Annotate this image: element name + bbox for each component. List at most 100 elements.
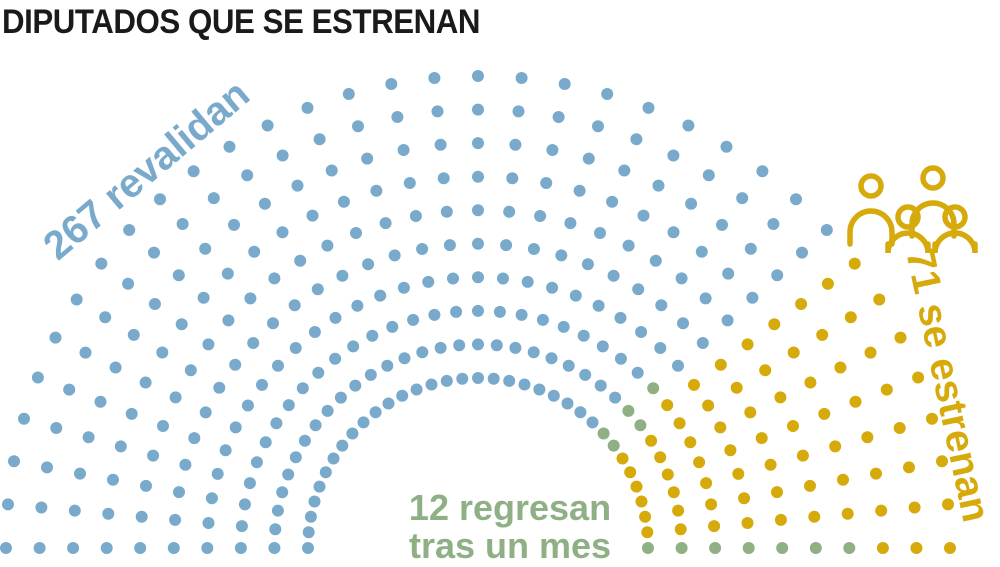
- seat-estrenan: [876, 542, 889, 554]
- seat-revalidan: [109, 361, 122, 374]
- seat-revalidan: [540, 177, 553, 189]
- seat-regresan: [809, 542, 822, 554]
- seat-revalidan: [472, 338, 484, 351]
- seat-revalidan: [512, 105, 525, 118]
- seat-revalidan: [334, 391, 347, 404]
- seat-estrenan: [714, 358, 727, 371]
- seat-revalidan: [391, 111, 404, 123]
- seat-revalidan: [49, 331, 62, 344]
- seat-estrenan: [641, 526, 654, 539]
- seat-estrenan: [744, 406, 757, 419]
- seat-revalidan: [716, 218, 728, 231]
- seat-revalidan: [534, 210, 547, 222]
- seat-revalidan: [184, 364, 197, 377]
- seat-estrenan: [903, 461, 915, 474]
- seat-revalidan: [229, 358, 242, 371]
- seat-revalidan: [99, 311, 112, 324]
- seat-estrenan: [834, 361, 847, 374]
- seat-revalidan: [167, 542, 180, 554]
- seat-revalidan: [302, 526, 315, 539]
- seat-estrenan: [808, 510, 821, 523]
- seat-revalidan: [654, 342, 667, 354]
- seat-revalidan: [555, 249, 568, 262]
- seat-revalidan: [450, 305, 463, 318]
- seat-revalidan: [123, 224, 136, 236]
- seat-regresan: [709, 542, 722, 554]
- seat-revalidan: [369, 406, 382, 419]
- seat-revalidan: [607, 269, 620, 282]
- seat-revalidan: [736, 192, 749, 205]
- seat-revalidan: [140, 479, 152, 492]
- seat-revalidan: [675, 272, 688, 285]
- seat-estrenan: [829, 440, 842, 453]
- seat-revalidan: [431, 105, 444, 118]
- seat-estrenan: [880, 383, 893, 396]
- seat-revalidan: [416, 346, 429, 359]
- seat-estrenan: [875, 504, 888, 517]
- seat-revalidan: [70, 293, 83, 306]
- seat-revalidan: [561, 397, 574, 410]
- seat-revalidan: [187, 165, 200, 178]
- seat-revalidan: [437, 172, 450, 185]
- seat-revalidan: [382, 397, 395, 410]
- seat-revalidan: [125, 407, 138, 420]
- seat-estrenan: [816, 328, 829, 341]
- seat-revalidan: [35, 501, 48, 514]
- seat-revalidan: [259, 436, 272, 449]
- seat-estrenan: [688, 378, 700, 391]
- seat-revalidan: [527, 243, 540, 255]
- seat-revalidan: [336, 439, 349, 452]
- seat-revalidan: [147, 449, 160, 462]
- seat-revalidan: [453, 339, 466, 352]
- seat-estrenan: [774, 391, 787, 404]
- seat-revalidan: [261, 119, 274, 132]
- seat-estrenan: [630, 480, 643, 493]
- seat-revalidan: [276, 149, 289, 162]
- seat-revalidan: [472, 372, 484, 384]
- seat-revalidan: [579, 368, 592, 381]
- label-revalidan: 267 revalidan: [35, 72, 257, 269]
- seat-regresan: [647, 382, 660, 395]
- seat-revalidan: [362, 258, 375, 271]
- seat-revalidan: [301, 101, 314, 114]
- seat-revalidan: [637, 209, 650, 222]
- seat-revalidan: [154, 193, 166, 206]
- seat-estrenan: [942, 498, 954, 511]
- seat-revalidan: [102, 507, 115, 520]
- seat-revalidan: [127, 328, 140, 341]
- seat-estrenan: [936, 455, 948, 468]
- seat-revalidan: [667, 149, 680, 162]
- seat-revalidan: [79, 346, 92, 359]
- seat-estrenan: [654, 451, 667, 464]
- chart-title: DIPUTADOS QUE SE ESTRENAN: [2, 3, 481, 41]
- seat-revalidan: [609, 391, 622, 404]
- seat-estrenan: [796, 449, 809, 462]
- seat-revalidan: [222, 314, 235, 327]
- seat-revalidan: [256, 378, 268, 391]
- seat-estrenan: [684, 436, 697, 449]
- seat-estrenan: [844, 311, 857, 324]
- seat-estrenan: [759, 364, 772, 377]
- seat-revalidan: [722, 267, 735, 280]
- seat-revalidan: [385, 78, 398, 90]
- seat-estrenan: [908, 501, 921, 514]
- seat-revalidan: [527, 346, 540, 359]
- seat-revalidan: [282, 399, 295, 412]
- seat-revalidan: [173, 486, 185, 499]
- seat-revalidan: [545, 352, 558, 365]
- seat-revalidan: [533, 383, 546, 396]
- seat-revalidan: [642, 101, 655, 114]
- seat-revalidan: [33, 542, 46, 554]
- seat-revalidan: [586, 416, 599, 429]
- seat-revalidan: [407, 313, 420, 326]
- seat-revalidan: [2, 498, 14, 511]
- seat-revalidan: [169, 513, 182, 526]
- seat-revalidan: [472, 237, 484, 250]
- seat-estrenan: [708, 520, 721, 533]
- seat-estrenan: [635, 495, 648, 508]
- seat-revalidan: [351, 299, 364, 312]
- seat-revalidan: [614, 352, 627, 365]
- seat-revalidan: [720, 140, 733, 153]
- seat-revalidan: [282, 468, 295, 481]
